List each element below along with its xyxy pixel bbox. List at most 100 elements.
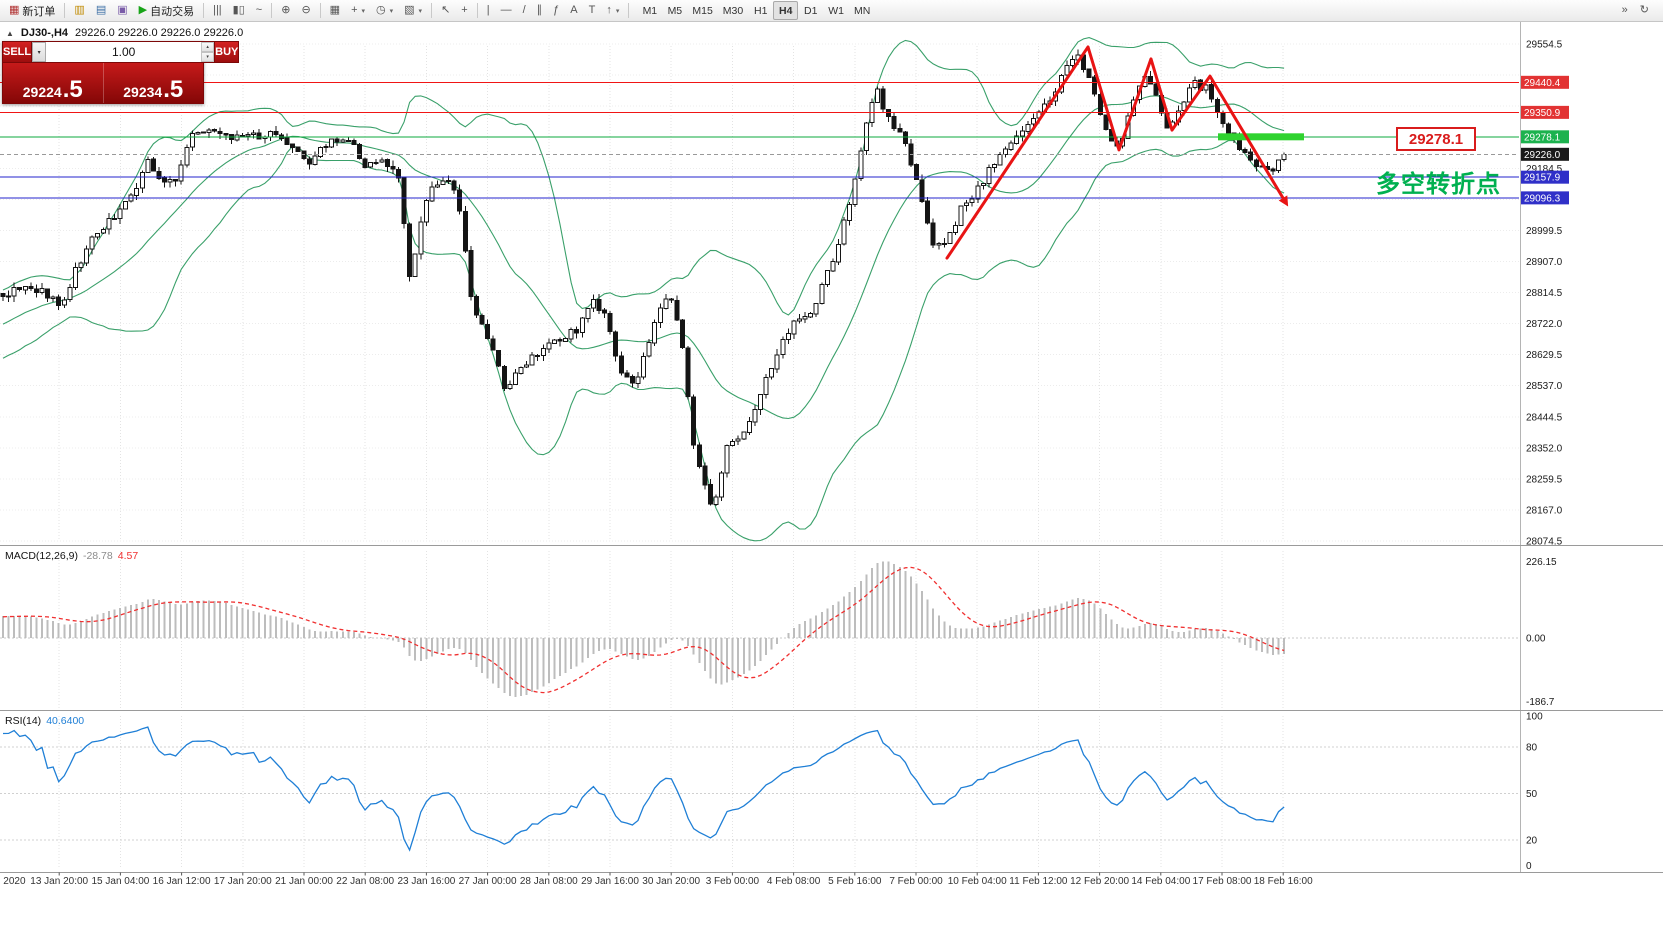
svg-text:28167.0: 28167.0 — [1526, 505, 1563, 516]
navigator-icon: ▣ — [117, 4, 128, 16]
chart-plot-area[interactable] — [0, 22, 1519, 544]
svg-text:0: 0 — [1526, 861, 1532, 872]
new-order-label: 新订单 — [22, 5, 56, 18]
toolbar-right-icons: » ↻ — [1617, 1, 1659, 20]
buy-button[interactable]: BUY — [214, 41, 240, 63]
price-axis[interactable]: 29554.5 29184.5 28999.5 28907.0 28814.5 28722… — [1521, 40, 1569, 548]
macd-value: -28.78 — [82, 550, 113, 562]
new-order-button[interactable]: ▦ 新订单 — [4, 1, 60, 20]
bollinger-bands — [2, 37, 1285, 542]
navigator-button[interactable]: ▣ — [112, 1, 132, 20]
macd-signal-line — [2, 566, 1285, 694]
period-icon: ◷ — [376, 4, 386, 16]
arrow-objects-button[interactable]: ↑ ▾ — [601, 1, 624, 20]
text-label-button[interactable]: T — [584, 1, 601, 20]
svg-text:10 Jan 2020: 10 Jan 2020 — [0, 876, 26, 887]
svg-text:30 Jan 20:00: 30 Jan 20:00 — [642, 876, 700, 887]
cursor-button[interactable]: ↖ — [436, 1, 455, 20]
auto-trading-icon: ▶ — [138, 4, 148, 16]
timeframe-h1-button[interactable]: H1 — [748, 1, 773, 20]
rsi-panel: 100 80 50 20 0 — [0, 712, 1543, 872]
arrow-objects-icon: ↑ — [606, 4, 612, 16]
spinner-up-icon[interactable]: ▴ — [201, 42, 215, 52]
volume-control: ▾ ▴ ▾ — [32, 41, 215, 63]
fibonacci-retracement-button[interactable]: ƒ — [548, 1, 564, 20]
market-watch-button[interactable]: ▥ — [69, 1, 89, 20]
auto-trading-label: 自动交易 — [150, 5, 195, 18]
templates-button[interactable]: ▧ ▾ — [399, 1, 427, 20]
bar-chart-button[interactable]: ||| — [208, 1, 227, 20]
rsi-line — [2, 726, 1285, 852]
sell-price-frac: .5 — [62, 75, 83, 103]
text-button[interactable]: A — [565, 1, 582, 20]
zoom-out-button[interactable]: ⊖ — [296, 1, 315, 20]
toolbar-separator — [203, 3, 205, 18]
trend-zigzag-annotation[interactable] — [945, 45, 1289, 260]
price-callout[interactable]: 29278.1 — [1396, 127, 1476, 151]
sell-price-main: 29224 — [22, 84, 62, 100]
svg-text:17 Feb 08:00: 17 Feb 08:00 — [1193, 876, 1252, 887]
trendline-button[interactable]: / — [518, 1, 531, 20]
vertical-line-button[interactable]: | — [482, 1, 495, 20]
equidistant-channel-button[interactable]: ∥ — [532, 1, 548, 20]
svg-text:29 Jan 16:00: 29 Jan 16:00 — [581, 876, 639, 887]
svg-text:28629.5: 28629.5 — [1526, 350, 1563, 361]
crosshair-button[interactable]: + — [456, 1, 472, 20]
macd-title: MACD(12,26,9) — [5, 550, 78, 562]
chart-symbol-info: ▲ DJ30-,H4 29226.0 29226.0 29226.0 29226… — [6, 27, 243, 39]
svg-text:14 Feb 04:00: 14 Feb 04:00 — [1131, 876, 1190, 887]
svg-text:29440.4: 29440.4 — [1524, 78, 1561, 89]
svg-text:29278.1: 29278.1 — [1524, 132, 1561, 143]
vertical-line-icon: | — [486, 4, 490, 16]
order-controls-row: SELL ▾ ▴ ▾ BUY — [2, 41, 240, 63]
timeframe-m30-button[interactable]: M30 — [718, 1, 748, 20]
data-window-button[interactable]: ▤ — [91, 1, 111, 20]
chart-shift-button[interactable]: » — [1617, 1, 1633, 20]
svg-text:15 Jan 04:00: 15 Jan 04:00 — [91, 876, 149, 887]
spinner-down-icon[interactable]: ▾ — [201, 52, 215, 62]
period-button[interactable]: ◷ ▾ — [371, 1, 398, 20]
tile-windows-button[interactable]: ▦ — [325, 1, 345, 20]
top-toolbar: ▦ 新订单 ▥ ▤ ▣ ▶ 自动交易 ||| ▮▯ ~ ⊕ ⊖ ▦ + ▾ ◷ ▾ ▧ ▾ ↖ + | ― / ∥ ƒ A T ↑ ▾ M… — [0, 0, 1663, 22]
sell-price[interactable]: 29224 .5 — [3, 63, 103, 103]
new-chart-button[interactable]: + ▾ — [346, 1, 370, 20]
turning-point-note: 多空转折点 — [1376, 171, 1501, 198]
buy-price[interactable]: 29234 .5 — [102, 63, 204, 103]
timeframe-m1-button[interactable]: M1 — [637, 1, 662, 20]
auto-trading-button[interactable]: ▶ 自动交易 — [134, 1, 199, 20]
svg-text:-186.7: -186.7 — [1526, 697, 1555, 708]
svg-text:226.15: 226.15 — [1526, 557, 1557, 568]
timeframe-h4-button[interactable]: H4 — [773, 1, 799, 20]
candlestick-chart-icon: ▮▯ — [232, 4, 245, 16]
text-icon: A — [570, 4, 578, 16]
timeframe-d1-button[interactable]: D1 — [798, 1, 823, 20]
line-chart-button[interactable]: ~ — [251, 1, 267, 20]
timeframe-w1-button[interactable]: W1 — [823, 1, 849, 20]
volume-input[interactable] — [46, 42, 202, 62]
toolbar-separator — [476, 3, 478, 18]
timeframe-m5-button[interactable]: M5 — [662, 1, 687, 20]
zoom-in-button[interactable]: ⊕ — [276, 1, 295, 20]
auto-scroll-button[interactable]: ↻ — [1635, 1, 1654, 20]
svg-text:4 Feb 08:00: 4 Feb 08:00 — [767, 876, 821, 887]
new-chart-icon: + — [351, 4, 358, 16]
svg-text:29226.0: 29226.0 — [1524, 150, 1561, 161]
horizontal-level-lines[interactable] — [0, 81, 1519, 199]
sell-button[interactable]: SELL — [2, 41, 33, 63]
dropdown-arrow-icon: ▾ — [389, 7, 394, 15]
candles — [0, 49, 1287, 506]
volume-dropdown-button[interactable]: ▾ — [32, 42, 47, 62]
timeframe-mn-button[interactable]: MN — [849, 1, 875, 20]
toolbar-separator — [64, 3, 66, 18]
toolbar-buttons: ▦ 新订单 ▥ ▤ ▣ ▶ 自动交易 ||| ▮▯ ~ ⊕ ⊖ ▦ + ▾ ◷ ▾ ▧ ▾ ↖ + | ― / ∥ ƒ A T ↑ ▾ — [4, 1, 632, 20]
horizontal-line-button[interactable]: ― — [496, 1, 517, 20]
cursor-icon: ↖ — [441, 4, 451, 16]
toolbar-separator — [319, 3, 321, 18]
zoom-out-icon: ⊖ — [301, 4, 311, 16]
timeframe-m15-button[interactable]: M15 — [687, 1, 717, 20]
auto-scroll-icon: ↻ — [1639, 4, 1649, 16]
candlestick-chart-button[interactable]: ▮▯ — [228, 1, 250, 20]
support-level-bar[interactable] — [1218, 133, 1304, 141]
